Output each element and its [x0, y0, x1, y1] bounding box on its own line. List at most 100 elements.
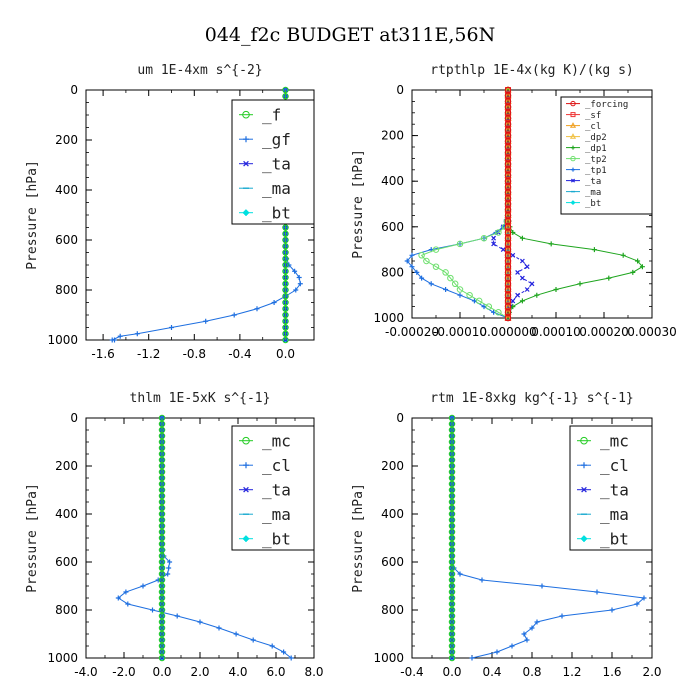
data-point	[635, 258, 641, 264]
panel-2: rtpthlp 1E-4x(kg K)/(kg s) Pressure [hPa]…	[351, 63, 677, 339]
legend-label: _tp1	[585, 166, 607, 176]
data-point	[510, 252, 516, 258]
data-point	[123, 589, 129, 595]
data-point	[480, 234, 488, 242]
series-line	[420, 90, 509, 319]
data-point	[282, 86, 289, 94]
legend-marker	[570, 112, 576, 118]
data-point	[519, 235, 525, 241]
legend-label: _ta	[585, 177, 601, 187]
data-point	[165, 571, 171, 577]
data-point	[432, 246, 440, 253]
x-tick-label: -0.4	[228, 347, 251, 361]
data-point	[577, 281, 583, 287]
x-tick-label: 0.000000	[479, 325, 536, 339]
legend-marker	[242, 436, 250, 445]
series-group	[448, 414, 647, 662]
y-tick-label: 200	[381, 459, 404, 473]
data-point	[428, 281, 434, 287]
data-point	[150, 607, 155, 613]
data-point	[203, 318, 209, 324]
legend-marker	[243, 462, 249, 469]
legend-marker	[243, 486, 249, 493]
x-tick-label: -0.00010	[433, 325, 487, 339]
y-tick-label: 200	[381, 129, 404, 143]
data-point	[414, 269, 420, 275]
x-tick-label: 0.0	[442, 665, 461, 679]
data-point	[282, 93, 289, 100]
x-tick-label: 0.00010	[531, 325, 581, 339]
legend-box	[560, 96, 653, 215]
y-axis-label: Pressure [hPa]	[25, 160, 40, 270]
data-point	[634, 601, 640, 607]
x-tick-label: -1.2	[137, 347, 160, 361]
legend-label: _gf	[262, 130, 291, 149]
x-tick-label: 2.0	[190, 665, 209, 679]
data-point	[296, 275, 302, 280]
x-tick-label: 0.00030	[627, 325, 677, 339]
data-point	[282, 249, 289, 256]
legend-marker	[569, 133, 577, 139]
legend-box	[231, 99, 315, 225]
panel-title: thlm 1E-5xK s^{-1}	[130, 391, 271, 406]
data-point	[112, 337, 117, 343]
x-tick-label: -2.0	[112, 665, 135, 679]
data-point	[594, 589, 600, 595]
data-point	[166, 565, 172, 571]
data-point	[504, 314, 512, 322]
x-tick-label: -0.8	[183, 347, 206, 361]
data-point	[479, 577, 485, 583]
legend-marker	[242, 209, 250, 217]
data-point	[282, 330, 289, 337]
data-point	[250, 637, 256, 643]
legend-label: _cl	[262, 456, 291, 475]
data-point	[423, 257, 430, 265]
data-point	[197, 619, 203, 625]
data-point	[591, 247, 597, 253]
data-point	[495, 309, 502, 316]
data-point	[521, 631, 527, 637]
x-tick-label: 6.0	[266, 665, 285, 679]
x-tick-label: 2.0	[642, 665, 661, 679]
data-point	[509, 643, 515, 649]
legend-label: _bt	[600, 529, 629, 548]
x-tick-label: -4.0	[74, 665, 97, 679]
y-tick-label: 800	[381, 265, 404, 279]
y-tick-label: 200	[55, 459, 78, 473]
data-point	[282, 236, 289, 244]
x-tick-label: 0.0	[152, 665, 171, 679]
legend: _mc _cl _ta _ma _bt	[569, 425, 653, 551]
data-point	[491, 241, 497, 247]
legend-label: _tp2	[585, 155, 607, 165]
data-point	[404, 258, 410, 264]
data-point	[169, 325, 174, 330]
data-point	[500, 247, 506, 253]
y-tick-label: 600	[381, 555, 404, 569]
legend-label: _ta	[262, 480, 291, 499]
data-point	[288, 655, 294, 661]
data-point	[282, 243, 289, 250]
data-point	[282, 224, 289, 231]
data-point	[282, 311, 289, 319]
legend-label: _ma	[585, 188, 601, 198]
data-point	[158, 654, 166, 662]
legend-label: _ta	[262, 154, 291, 173]
panel-3: thlm 1E-5xK s^{-1} Pressure [hPa] 0 200 400 6…	[25, 391, 324, 679]
y-tick-label: 400	[55, 507, 78, 521]
legend-label: _ta	[600, 480, 629, 499]
data-point	[609, 607, 615, 613]
legend-marker	[570, 200, 576, 206]
data-point	[451, 280, 459, 288]
legend-label: _forcing	[585, 100, 628, 110]
data-point	[529, 281, 535, 287]
data-point	[519, 258, 525, 264]
data-point	[216, 625, 222, 631]
data-point	[534, 292, 540, 298]
y-tick-label: 400	[381, 507, 404, 521]
data-point	[475, 297, 483, 305]
y-axis-label: Pressure [hPa]	[351, 483, 366, 593]
x-tick-label: 0.4	[482, 665, 501, 679]
panel-title: rtpthlp 1E-4x(kg K)/(kg s)	[430, 63, 634, 78]
y-tick-label: 1000	[373, 311, 404, 325]
y-tick-label: 1000	[373, 651, 404, 665]
